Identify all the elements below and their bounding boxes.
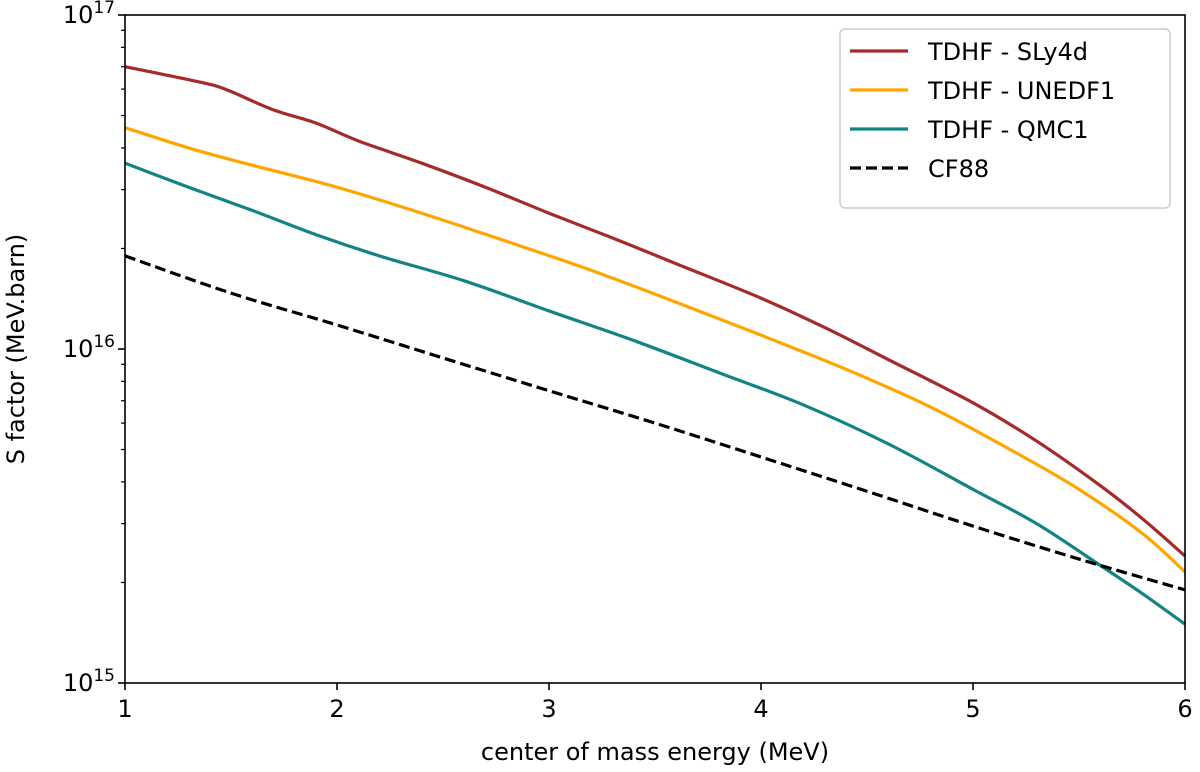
x-tick-label: 6	[1177, 695, 1192, 723]
series-line-tdhf-qmc1	[124, 161, 1186, 626]
x-axis-label: center of mass energy (MeV)	[481, 738, 829, 766]
y-axis-label: S factor (MeV.barn)	[2, 234, 30, 465]
x-tick-label: 1	[117, 695, 132, 723]
axis-ticks: 1 2 3 4 5 6 1015 1016 1017	[63, 0, 1193, 723]
x-tick-label: 5	[965, 695, 980, 723]
series-line-cf88	[124, 254, 1186, 592]
x-tick-label: 2	[329, 695, 344, 723]
legend-label-cf88: CF88	[928, 155, 989, 183]
x-tick-label: 3	[541, 695, 556, 723]
series-layer	[124, 65, 1187, 626]
series-line-tdhf-unedf1	[124, 126, 1187, 574]
legend-label-tdhf-qmc1: TDHF - QMC1	[927, 116, 1089, 144]
legend-label-tdhf-sly4d: TDHF - SLy4d	[927, 38, 1088, 66]
y-tick-label: 1015	[63, 666, 115, 697]
legend-label-tdhf-unedf1: TDHF - UNEDF1	[927, 77, 1115, 105]
y-tick-label: 1017	[63, 0, 115, 29]
series-line-tdhf-sly4d	[124, 65, 1187, 558]
y-tick-label: 1016	[63, 332, 115, 363]
x-tick-label: 4	[753, 695, 768, 723]
legend-box	[839, 28, 1171, 209]
legend: TDHF - SLy4d TDHF - UNEDF1 TDHF - QMC1 CF88	[839, 28, 1171, 209]
